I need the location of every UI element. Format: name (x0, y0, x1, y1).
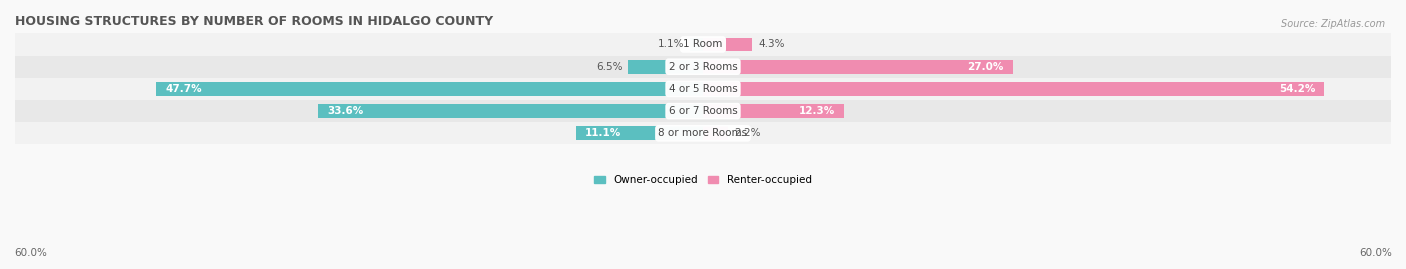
Text: 11.1%: 11.1% (585, 128, 621, 138)
Bar (575, 126, 703, 140)
Text: 27.0%: 27.0% (967, 62, 1004, 72)
Bar (703, 82, 1324, 96)
Bar (15, 122, 1391, 144)
Text: 2.2%: 2.2% (734, 128, 761, 138)
Bar (156, 82, 703, 96)
Bar (318, 104, 703, 118)
Text: 4 or 5 Rooms: 4 or 5 Rooms (669, 84, 737, 94)
Text: 6 or 7 Rooms: 6 or 7 Rooms (669, 106, 737, 116)
Text: 8 or more Rooms: 8 or more Rooms (658, 128, 748, 138)
Text: 4.3%: 4.3% (758, 40, 785, 49)
Text: 1 Room: 1 Room (683, 40, 723, 49)
Bar (15, 33, 1391, 56)
Bar (15, 56, 1391, 78)
Text: 60.0%: 60.0% (1360, 248, 1392, 258)
Text: 1.1%: 1.1% (658, 40, 685, 49)
Bar (703, 104, 844, 118)
Bar (703, 38, 752, 51)
Legend: Owner-occupied, Renter-occupied: Owner-occupied, Renter-occupied (591, 171, 815, 189)
Text: Source: ZipAtlas.com: Source: ZipAtlas.com (1281, 19, 1385, 29)
Bar (703, 60, 1012, 73)
Text: 33.6%: 33.6% (326, 106, 363, 116)
Bar (690, 38, 703, 51)
Text: 54.2%: 54.2% (1279, 84, 1316, 94)
Text: 2 or 3 Rooms: 2 or 3 Rooms (669, 62, 737, 72)
Bar (15, 100, 1391, 122)
Bar (703, 126, 728, 140)
Bar (628, 60, 703, 73)
Text: 12.3%: 12.3% (799, 106, 835, 116)
Text: 6.5%: 6.5% (596, 62, 623, 72)
Text: 47.7%: 47.7% (166, 84, 202, 94)
Text: HOUSING STRUCTURES BY NUMBER OF ROOMS IN HIDALGO COUNTY: HOUSING STRUCTURES BY NUMBER OF ROOMS IN… (15, 15, 494, 28)
Bar (15, 78, 1391, 100)
Text: 60.0%: 60.0% (14, 248, 46, 258)
